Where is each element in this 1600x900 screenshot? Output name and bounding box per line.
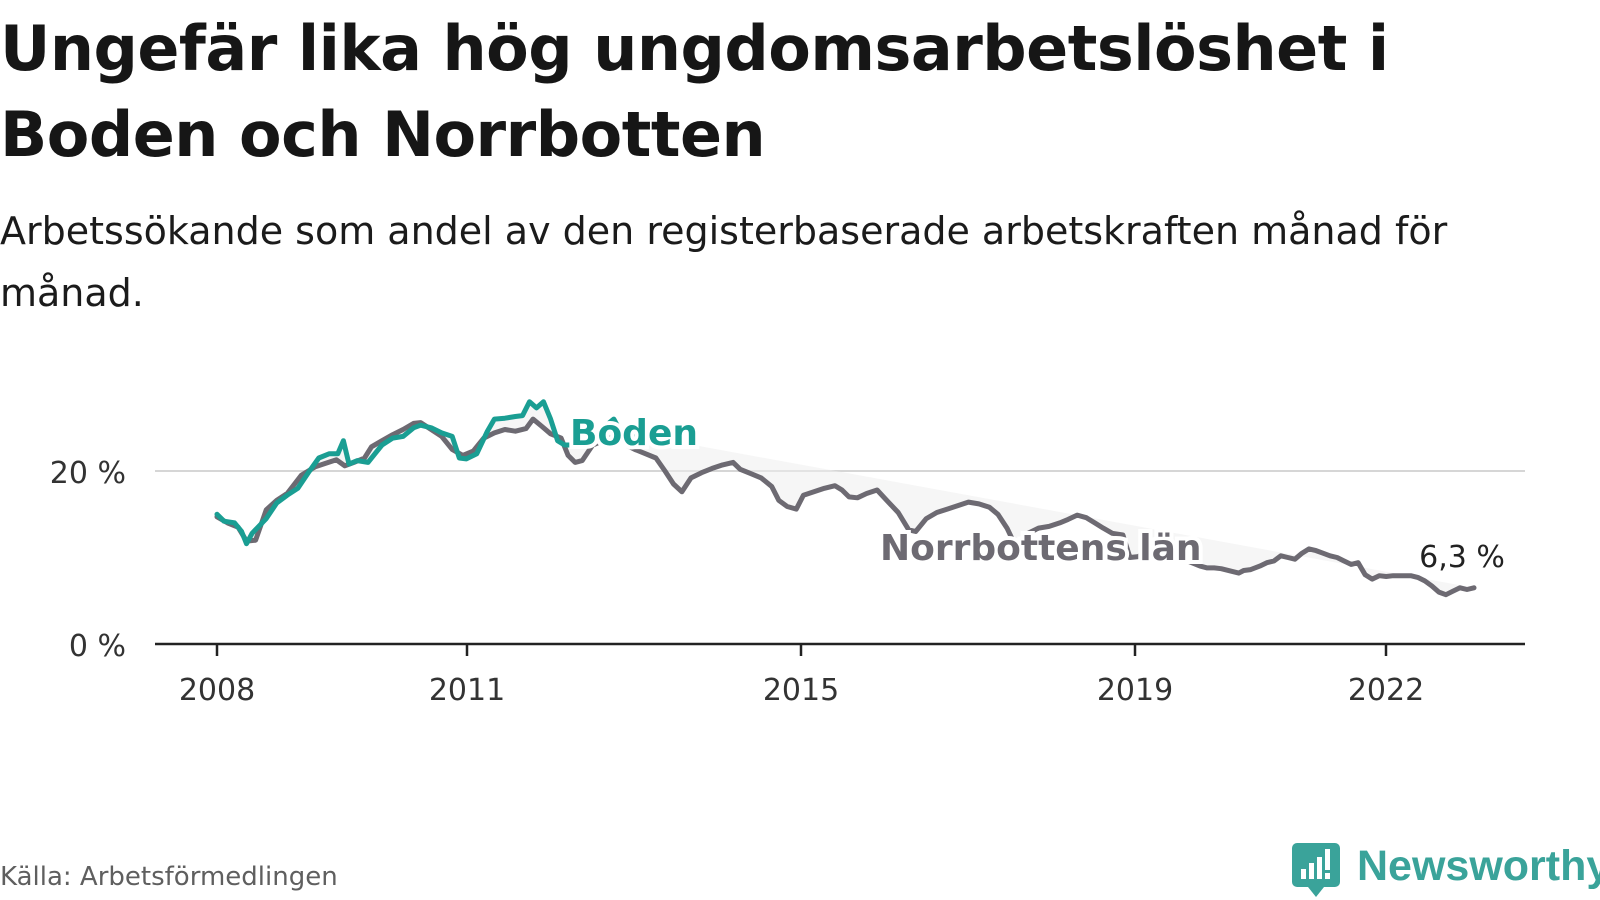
series-label-boden: Boden [570,413,698,454]
brand-logo[interactable]: Newsworthy [1290,840,1600,900]
series-line-boden [214,399,645,547]
y-tick-label: 20 % [50,456,126,491]
chart-subtitle: Arbetssökande som andel av den registerb… [0,209,1448,315]
y-tick-label: 0 % [69,629,126,664]
end-value-label: 6,3 % [1419,540,1505,575]
x-tick-label: 2015 [763,673,839,708]
x-tick-label: 2011 [429,673,505,708]
axes: 0 % 20 % 2008 2011 2015 2019 2022 [50,456,1525,708]
x-tick-label: 2019 [1097,673,1173,708]
x-tick-label: 2008 [179,673,255,708]
series-label-norrbotten: Norrbottens län [880,528,1202,569]
brand-name: Newsworthy [1357,842,1600,890]
end-point-marker [630,424,653,447]
chart-bubble-icon [1292,843,1340,897]
source-note: Källa: Arbetsförmedlingen [0,862,338,892]
x-tick-label: 2022 [1348,673,1424,708]
series-labels: Boden Norrbottens län 6,3 % [566,409,1505,575]
chart-title: Ungefär lika hög ungdomsarbetslöshet i B… [0,12,1389,171]
series-lines [214,399,1477,598]
series-line-norrbotten [214,416,1477,598]
